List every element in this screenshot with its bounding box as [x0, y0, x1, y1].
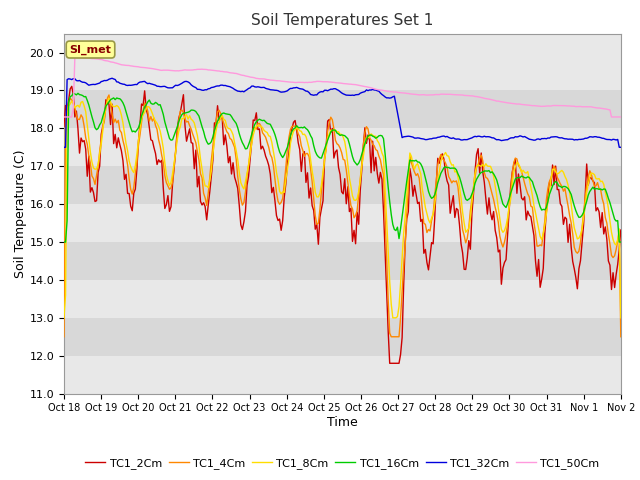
TC1_4Cm	[305, 154, 313, 159]
TC1_32Cm	[246, 85, 254, 91]
TC1_2Cm	[68, 84, 76, 89]
TC1_32Cm	[617, 144, 625, 150]
TC1_8Cm	[60, 315, 68, 321]
TC1_8Cm	[246, 152, 254, 157]
TC1_16Cm	[617, 239, 625, 245]
TC1_16Cm	[70, 90, 77, 96]
TC1_16Cm	[130, 128, 138, 134]
Bar	[64, 52, 621, 90]
TC1_16Cm	[246, 137, 254, 143]
TC1_50Cm	[60, 114, 68, 120]
TC1_50Cm	[246, 74, 254, 80]
Line: TC1_2Cm: TC1_2Cm	[64, 86, 621, 363]
TC1_8Cm	[617, 315, 625, 321]
TC1_50Cm	[588, 104, 595, 110]
TC1_4Cm	[255, 120, 263, 126]
Bar	[64, 242, 621, 280]
TC1_32Cm	[108, 75, 116, 81]
TC1_4Cm	[588, 171, 595, 177]
Line: TC1_50Cm: TC1_50Cm	[64, 58, 621, 117]
TC1_4Cm	[130, 184, 138, 190]
TC1_8Cm	[130, 170, 138, 176]
TC1_2Cm	[589, 178, 596, 184]
Bar	[64, 280, 621, 318]
TC1_8Cm	[255, 123, 263, 129]
TC1_32Cm	[255, 84, 263, 90]
TC1_4Cm	[617, 334, 625, 340]
TC1_32Cm	[588, 134, 595, 140]
Y-axis label: Soil Temperature (C): Soil Temperature (C)	[13, 149, 27, 278]
TC1_16Cm	[255, 116, 263, 122]
TC1_50Cm	[72, 55, 80, 60]
TC1_2Cm	[305, 195, 313, 201]
TC1_8Cm	[305, 145, 313, 151]
TC1_50Cm	[255, 76, 263, 82]
TC1_32Cm	[130, 82, 138, 88]
Bar	[64, 204, 621, 242]
TC1_16Cm	[228, 114, 236, 120]
Line: TC1_16Cm: TC1_16Cm	[64, 93, 621, 242]
TC1_4Cm	[60, 334, 68, 340]
TC1_50Cm	[130, 63, 138, 69]
TC1_32Cm	[60, 144, 68, 150]
TC1_2Cm	[228, 171, 236, 177]
Bar	[64, 318, 621, 356]
Title: Soil Temperatures Set 1: Soil Temperatures Set 1	[252, 13, 433, 28]
TC1_4Cm	[105, 92, 113, 98]
TC1_32Cm	[228, 84, 236, 90]
TC1_16Cm	[60, 239, 68, 245]
TC1_50Cm	[305, 79, 313, 85]
Text: SI_met: SI_met	[70, 44, 111, 55]
TC1_16Cm	[305, 129, 313, 135]
Line: TC1_32Cm: TC1_32Cm	[64, 78, 621, 147]
TC1_8Cm	[105, 96, 113, 101]
TC1_2Cm	[255, 126, 263, 132]
TC1_2Cm	[130, 191, 138, 196]
Line: TC1_4Cm: TC1_4Cm	[64, 95, 621, 337]
TC1_8Cm	[228, 128, 236, 134]
TC1_4Cm	[228, 137, 236, 143]
Bar	[64, 90, 621, 128]
TC1_32Cm	[305, 90, 313, 96]
TC1_4Cm	[246, 149, 254, 155]
TC1_50Cm	[228, 70, 236, 76]
TC1_2Cm	[60, 123, 68, 129]
TC1_8Cm	[588, 170, 595, 176]
Bar	[64, 128, 621, 166]
Bar	[64, 356, 621, 394]
X-axis label: Time: Time	[327, 416, 358, 429]
TC1_2Cm	[246, 156, 254, 162]
TC1_16Cm	[588, 186, 595, 192]
Legend: TC1_2Cm, TC1_4Cm, TC1_8Cm, TC1_16Cm, TC1_32Cm, TC1_50Cm: TC1_2Cm, TC1_4Cm, TC1_8Cm, TC1_16Cm, TC1…	[81, 453, 604, 473]
Bar	[64, 166, 621, 204]
TC1_2Cm	[617, 227, 625, 233]
TC1_2Cm	[386, 360, 394, 366]
Line: TC1_8Cm: TC1_8Cm	[64, 98, 621, 318]
TC1_50Cm	[617, 114, 625, 120]
